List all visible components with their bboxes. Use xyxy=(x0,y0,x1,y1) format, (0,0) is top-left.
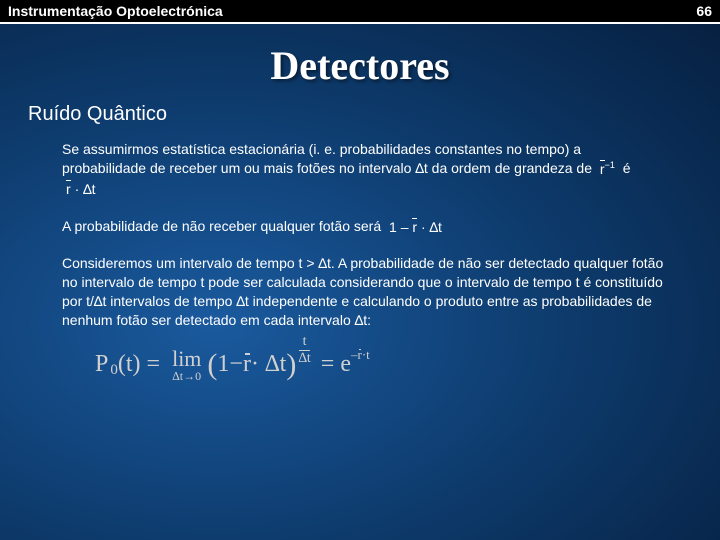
formula-argclose: ) xyxy=(133,351,141,378)
course-name: Instrumentação Optoelectrónica xyxy=(8,3,223,19)
r-bar: r xyxy=(600,160,605,179)
para1-text-a: Se assumirmos estatística estacionária (… xyxy=(62,141,592,176)
frac-num: t xyxy=(299,335,311,351)
inline-formula-rinv: r−1 xyxy=(600,159,615,179)
dot-dt: · ∆t xyxy=(251,351,286,378)
formula-exp: –r·t xyxy=(351,347,370,363)
inline-formula-rdt: r · ∆t xyxy=(66,180,96,199)
formula-eq: = xyxy=(147,351,161,378)
rparen: ) xyxy=(286,348,296,382)
slide-subtitle: Ruído Quântico xyxy=(28,103,720,126)
formula-paren-group: ( 1− r · ∆t ) xyxy=(207,348,296,382)
delta-t-2: · ∆t xyxy=(421,219,442,235)
formula-exp-frac: t ∆t xyxy=(298,335,310,366)
display-formula: P0 (t) = lim ∆t→0 ( 1− r · ∆t ) t ∆t = e… xyxy=(95,348,720,382)
slide-title: Detectores xyxy=(0,42,720,89)
lim-text: lim xyxy=(172,348,201,370)
formula-sub0: 0 xyxy=(110,362,118,379)
para2-text: A probabilidade de não receber qualquer … xyxy=(62,218,381,234)
paragraph-1: Se assumirmos estatística estacionária (… xyxy=(62,140,666,199)
lparen: ( xyxy=(207,348,217,382)
formula-P: P xyxy=(95,351,108,378)
exponent-neg1: −1 xyxy=(605,160,615,170)
para1-text-b: é xyxy=(623,160,631,176)
r-bar-2: r xyxy=(66,180,71,199)
one-minus: 1 – xyxy=(389,219,408,235)
exp-r-bar: r xyxy=(357,347,361,363)
r-bar-3: r xyxy=(412,218,417,237)
header-bar: Instrumentação Optoelectrónica 66 xyxy=(0,0,720,24)
lim-under: ∆t→0 xyxy=(172,370,201,382)
formula-arg-t: t xyxy=(126,351,133,378)
delta-t: · ∆t xyxy=(75,181,96,197)
paragraph-2: A probabilidade de não receber qualquer … xyxy=(62,217,666,237)
formula-argopen: ( xyxy=(118,351,126,378)
exp-t: ·t xyxy=(362,347,370,362)
formula-lim: lim ∆t→0 xyxy=(172,348,201,382)
body-text: Se assumirmos estatística estacionária (… xyxy=(62,140,666,330)
one-minus-2: 1− xyxy=(217,351,243,378)
r-bar-big: r xyxy=(243,351,251,378)
page-number: 66 xyxy=(696,3,712,19)
paragraph-3: Consideremos um intervalo de tempo t > ∆… xyxy=(62,254,666,330)
formula-eq2: = e xyxy=(321,351,351,378)
inline-formula-1mrdt: 1 – r · ∆t xyxy=(389,218,442,237)
frac-den: ∆t xyxy=(298,351,310,366)
